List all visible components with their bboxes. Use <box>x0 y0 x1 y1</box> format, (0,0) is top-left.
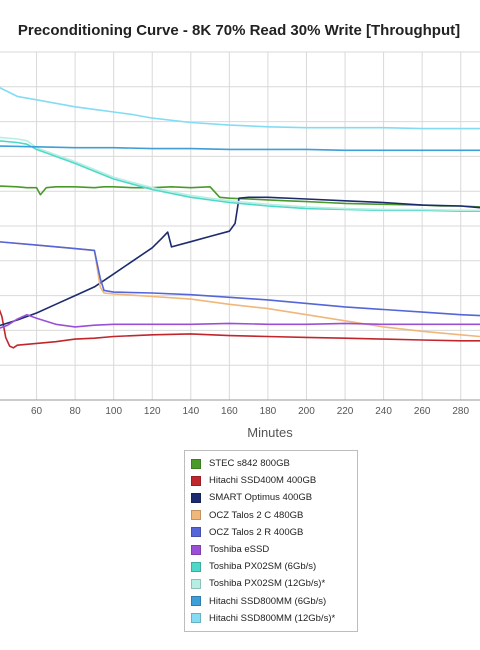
legend-swatch <box>191 492 201 503</box>
series-line-3 <box>0 196 480 327</box>
chart-title: Preconditioning Curve - 8K 70% Read 30% … <box>18 22 460 39</box>
x-tick-label: 180 <box>260 406 277 417</box>
series-line-2 <box>0 309 480 349</box>
legend-swatch <box>191 561 201 572</box>
chart-svg: Preconditioning Curve - 8K 70% Read 30% … <box>0 22 480 440</box>
x-tick-label: 160 <box>221 406 238 417</box>
legend-item[interactable]: Toshiba PX02SM (6Gb/s) <box>191 558 357 575</box>
legend-swatch <box>191 510 201 521</box>
series-line-5 <box>0 241 480 317</box>
series-line-9 <box>0 145 480 152</box>
legend-swatch <box>191 527 201 538</box>
legend-label: STEC s842 800GB <box>209 458 290 470</box>
legend-swatch <box>191 613 201 624</box>
x-tick-label: 240 <box>375 406 392 417</box>
x-tick-label: 200 <box>298 406 315 417</box>
x-tick-label: 260 <box>414 406 431 417</box>
series-line-1 <box>0 185 480 208</box>
x-tick-label: 120 <box>144 406 161 417</box>
legend-label: SMART Optimus 400GB <box>209 492 313 504</box>
legend-label: Hitachi SSD400M 400GB <box>209 475 317 487</box>
legend-item[interactable]: Toshiba PX02SM (12Gb/s)* <box>191 575 357 592</box>
legend-swatch <box>191 578 201 589</box>
legend-item[interactable]: OCZ Talos 2 R 400GB <box>191 524 357 541</box>
legend-item[interactable]: Hitachi SSD800MM (12Gb/s)* <box>191 610 357 627</box>
series-line-10 <box>0 86 480 130</box>
legend-item[interactable]: Hitachi SSD400M 400GB <box>191 472 357 489</box>
legend-label: Toshiba PX02SM (12Gb/s)* <box>209 578 326 590</box>
legend-label: Hitachi SSD800MM (12Gb/s)* <box>209 612 336 624</box>
legend-label: Toshiba eSSD <box>209 544 270 556</box>
legend-item[interactable]: OCZ Talos 2 C 480GB <box>191 507 357 524</box>
x-tick-label: 280 <box>452 406 469 417</box>
grid-lines <box>0 51 480 401</box>
legend-swatch <box>191 544 201 555</box>
legend-swatch <box>191 596 201 607</box>
x-axis-label: Minutes <box>247 425 293 440</box>
legend-item[interactable]: SMART Optimus 400GB <box>191 489 357 506</box>
series-line-7 <box>0 140 480 212</box>
legend-label: Hitachi SSD800MM (6Gb/s) <box>209 595 327 607</box>
legend-item[interactable]: STEC s842 800GB <box>191 455 357 472</box>
series-line-4 <box>0 241 480 338</box>
legend-swatch <box>191 475 201 486</box>
x-tick-label: 100 <box>105 406 122 417</box>
x-tick-label: 60 <box>31 406 43 417</box>
x-tick-labels: 60 80 100 120 140 160 180 200 220 240 260 280 <box>31 406 470 417</box>
x-tick-label: 80 <box>70 406 82 417</box>
x-tick-label: 220 <box>337 406 354 417</box>
series-line-6 <box>0 313 480 329</box>
x-tick-label: 140 <box>182 406 199 417</box>
series-lines <box>0 86 480 349</box>
legend-swatch <box>191 458 201 469</box>
legend-item[interactable]: Hitachi SSD800MM (6Gb/s) <box>191 593 357 610</box>
legend-label: OCZ Talos 2 R 400GB <box>209 526 304 538</box>
legend-item[interactable]: Toshiba eSSD <box>191 541 357 558</box>
legend-label: OCZ Talos 2 C 480GB <box>209 509 304 521</box>
legend-label: Toshiba PX02SM (6Gb/s) <box>209 561 317 573</box>
legend: STEC s842 800GB Hitachi SSD400M 400GB SMAR… <box>184 450 358 632</box>
